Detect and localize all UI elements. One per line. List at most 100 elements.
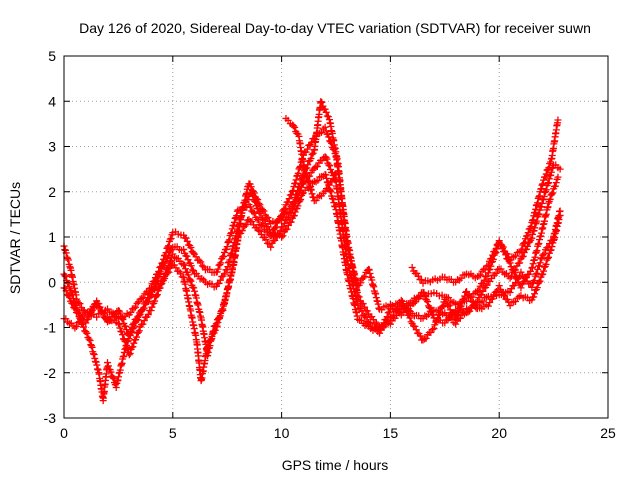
- data-point: [317, 98, 325, 106]
- data-point: [116, 324, 124, 332]
- data-point: [545, 175, 553, 183]
- data-point: [65, 293, 73, 301]
- data-point: [279, 232, 287, 240]
- y-axis-ticks: -3 -2 -1 0 1 2 3 4 5: [44, 48, 608, 426]
- data-point: [323, 174, 331, 182]
- data-point: [264, 214, 272, 222]
- data-point: [308, 150, 316, 158]
- data-point: [123, 326, 131, 334]
- data-point: [211, 326, 219, 334]
- data-point: [479, 279, 487, 287]
- data-point: [154, 274, 162, 282]
- data-point: [535, 210, 543, 218]
- data-point: [520, 240, 528, 248]
- data-point: [376, 329, 384, 337]
- data-point: [107, 368, 115, 376]
- data-point: [183, 252, 191, 260]
- data-point: [308, 190, 316, 198]
- data-point: [208, 332, 216, 340]
- data-point: [322, 171, 330, 179]
- data-point: [501, 292, 509, 300]
- data-point: [279, 214, 287, 222]
- data-point: [114, 320, 122, 328]
- data-point: [542, 170, 550, 178]
- data-point: [411, 298, 419, 306]
- data-point: [329, 195, 337, 203]
- y-tick-label: -1: [44, 320, 57, 336]
- data-point: [329, 175, 337, 183]
- data-point: [552, 179, 560, 187]
- data-point: [423, 296, 431, 304]
- data-point: [215, 279, 223, 287]
- data-point: [461, 292, 469, 300]
- data-point: [359, 300, 367, 308]
- series-track-e: [282, 114, 562, 287]
- data-point: [483, 272, 491, 280]
- data-point: [325, 133, 333, 141]
- data-point: [402, 304, 410, 312]
- data-point: [325, 161, 333, 169]
- data-point: [324, 113, 332, 121]
- data-point: [88, 343, 96, 351]
- data-point: [70, 303, 78, 311]
- data-point: [76, 300, 84, 308]
- data-point: [282, 209, 290, 217]
- data-point: [285, 195, 293, 203]
- data-point: [74, 309, 82, 317]
- data-point: [187, 277, 195, 285]
- data-point: [464, 308, 472, 316]
- data-point: [554, 173, 562, 181]
- data-point: [542, 260, 550, 268]
- data-point: [247, 183, 255, 191]
- data-point: [495, 282, 503, 290]
- data-point: [164, 252, 172, 260]
- x-tick-label: 25: [600, 425, 616, 441]
- data-point: [434, 315, 442, 323]
- data-point: [454, 309, 462, 317]
- data-point: [189, 249, 197, 257]
- data-point: [535, 262, 543, 270]
- data-point: [477, 271, 485, 279]
- data-point: [254, 205, 262, 213]
- data-point: [411, 322, 419, 330]
- data-point: [125, 351, 133, 359]
- data-point: [172, 264, 180, 272]
- data-point: [300, 162, 308, 170]
- data-point: [413, 294, 421, 302]
- data-point: [433, 318, 441, 326]
- data-point: [416, 332, 424, 340]
- data-point: [259, 215, 267, 223]
- data-point: [144, 311, 152, 319]
- y-tick-label: 5: [48, 48, 56, 64]
- data-point: [85, 335, 93, 343]
- data-points: [60, 98, 564, 405]
- data-point: [318, 98, 326, 106]
- y-tick-label: 1: [48, 229, 56, 245]
- data-point: [356, 279, 364, 287]
- data-point: [219, 253, 227, 261]
- data-point: [506, 289, 514, 296]
- data-point: [244, 196, 252, 204]
- data-point: [521, 239, 529, 247]
- data-point: [119, 331, 127, 339]
- data-point: [204, 343, 212, 351]
- data-point: [240, 203, 248, 211]
- data-point: [469, 298, 477, 306]
- data-point: [473, 273, 481, 281]
- data-point: [456, 303, 464, 311]
- data-point: [460, 295, 468, 303]
- data-point: [148, 303, 156, 311]
- data-point: [216, 276, 224, 284]
- data-point: [512, 266, 520, 274]
- y-axis-label: SDTVAR / TECUs: [7, 182, 23, 294]
- data-point: [361, 312, 369, 320]
- data-point: [115, 320, 123, 328]
- data-point: [531, 224, 539, 232]
- data-point: [131, 322, 139, 330]
- data-point: [445, 314, 453, 322]
- data-point: [545, 179, 553, 187]
- data-point: [100, 309, 108, 317]
- data-point: [303, 145, 311, 153]
- data-point: [278, 233, 286, 241]
- data-point: [216, 312, 224, 320]
